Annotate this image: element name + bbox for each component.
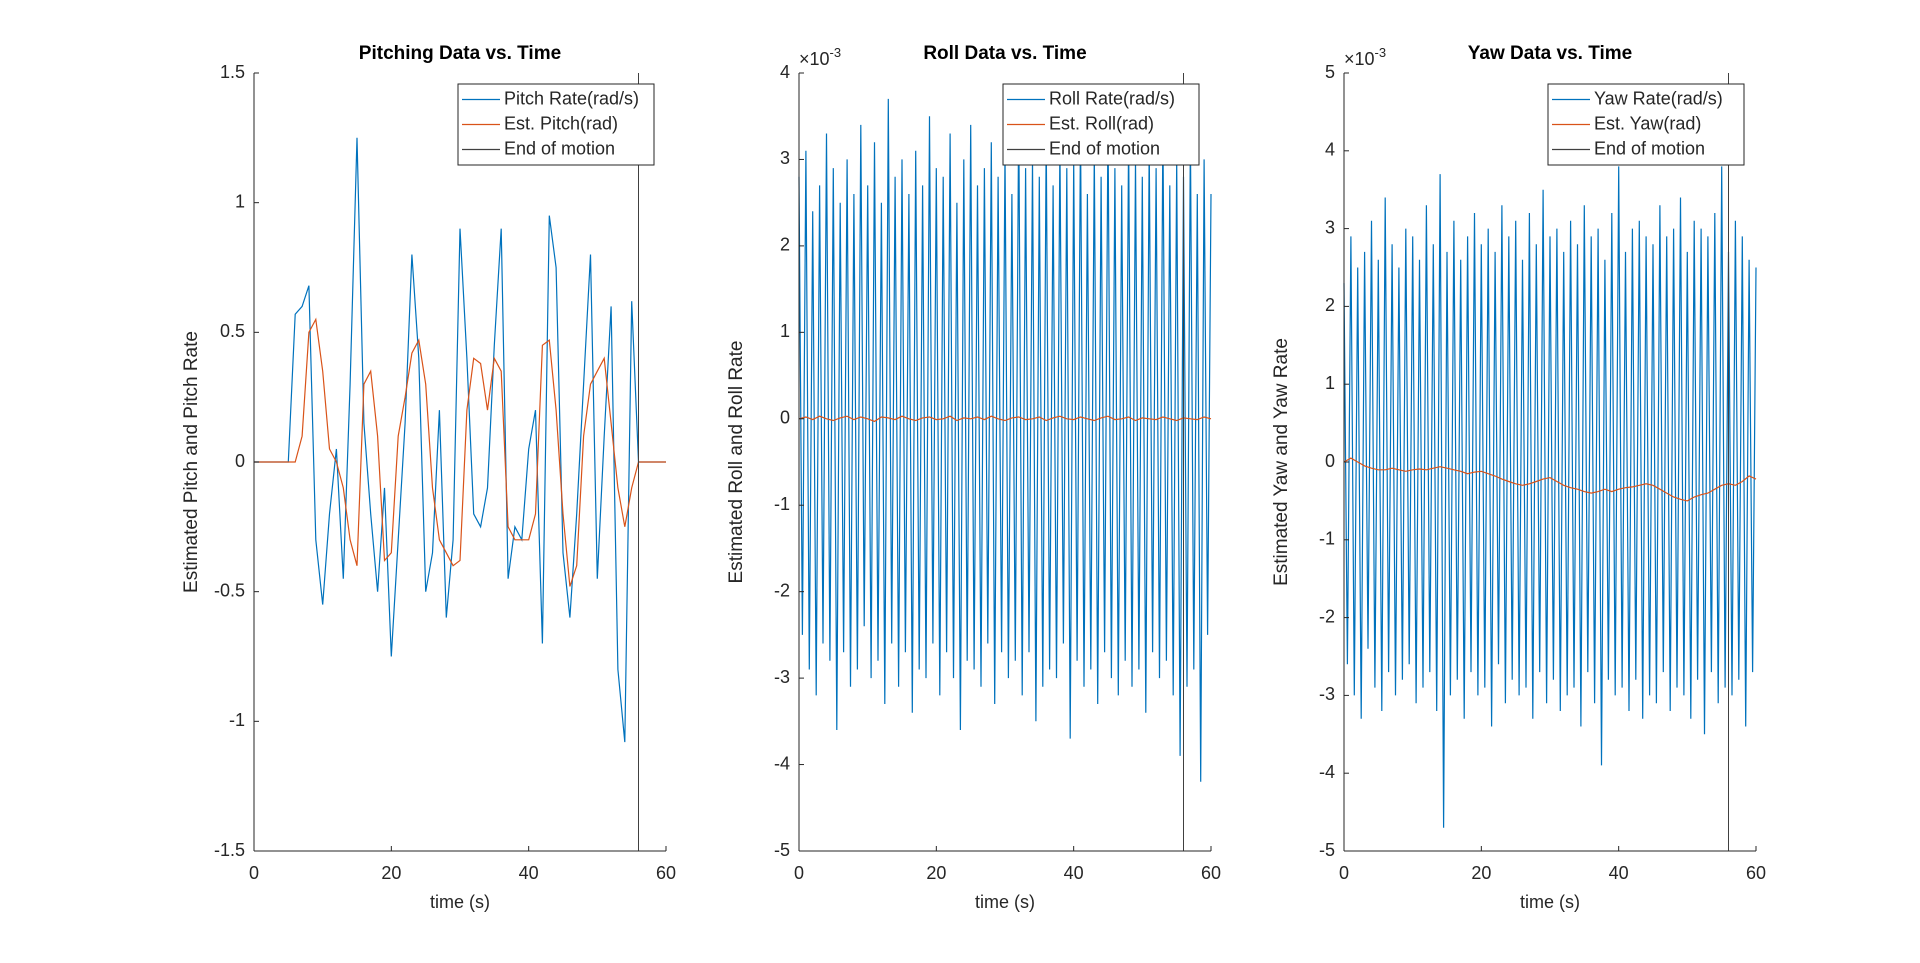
y-tick-label: -2 <box>1319 606 1335 626</box>
y-tick-label: -1 <box>229 710 245 730</box>
y-tick-label: -1 <box>774 494 790 514</box>
y-tick-label: -5 <box>774 840 790 860</box>
y-tick-label: 3 <box>780 148 790 168</box>
y-tick-label: -1 <box>1319 529 1335 549</box>
y-tick-label: 1 <box>780 321 790 341</box>
y-tick-label: 0 <box>780 408 790 428</box>
x-tick-label: 0 <box>1339 863 1349 883</box>
y-tick-label: 0 <box>235 451 245 471</box>
x-tick-label: 60 <box>1746 863 1766 883</box>
y-tick-label: 1.5 <box>220 62 245 82</box>
chart-title: Pitching Data vs. Time <box>359 43 561 64</box>
y-tick-label: 1 <box>1325 373 1335 393</box>
plot: -5 -4 -3 -2 -1 0 1 2 3 4 5 0 20 40 60 Yaw Data vs. Time… <box>1271 43 1766 912</box>
y-tick-label: 5 <box>1325 62 1335 82</box>
series-line <box>254 317 666 587</box>
y-tick-label: -3 <box>1319 684 1335 704</box>
y-tick-label: -3 <box>774 667 790 687</box>
chart-title: Roll Data vs. Time <box>923 43 1086 64</box>
legend-label: Pitch Rate(rad/s) <box>504 88 639 108</box>
series-line <box>1343 457 1757 502</box>
y-tick-label: -1.5 <box>214 840 245 860</box>
y-tick-label: -0.5 <box>214 580 245 600</box>
x-tick-label: 60 <box>1201 863 1221 883</box>
x-tick-label: 60 <box>656 863 676 883</box>
x-tick-label: 0 <box>794 863 804 883</box>
legend-label: Roll Rate(rad/s) <box>1049 88 1175 108</box>
y-tick-label: 3 <box>1325 217 1335 237</box>
exponent-base: ×10 <box>799 49 830 69</box>
y-tick-label: -4 <box>774 753 790 773</box>
y-tick-label: 0.5 <box>220 321 245 341</box>
y-axis-label: Estimated Roll and Roll Rate <box>726 341 747 584</box>
series-line <box>1343 166 1757 828</box>
series-line <box>798 98 1212 782</box>
exponent-label: ×10-3 <box>799 45 841 68</box>
x-tick-label: 40 <box>1609 863 1629 883</box>
legend-label: Yaw Rate(rad/s) <box>1594 88 1723 108</box>
y-tick-label: 2 <box>1325 295 1335 315</box>
x-axis-label: time (s) <box>430 892 490 912</box>
x-tick-label: 0 <box>249 863 259 883</box>
y-tick-label: -2 <box>774 580 790 600</box>
legend-label: End of motion <box>1049 138 1160 158</box>
y-tick-label: 2 <box>780 235 790 255</box>
x-tick-label: 20 <box>381 863 401 883</box>
exponent-power: -3 <box>830 45 842 60</box>
y-tick-label: -4 <box>1319 762 1335 782</box>
chart-title: Yaw Data vs. Time <box>1468 43 1632 64</box>
x-axis-label: time (s) <box>975 892 1035 912</box>
y-tick-label: 1 <box>235 191 245 211</box>
x-tick-label: 40 <box>1064 863 1084 883</box>
y-tick-label: -5 <box>1319 840 1335 860</box>
x-axis-label: time (s) <box>1520 892 1580 912</box>
x-tick-label: 20 <box>1471 863 1491 883</box>
y-tick-label: 4 <box>1325 140 1335 160</box>
x-tick-label: 40 <box>519 863 539 883</box>
legend-label: Est. Pitch(rad) <box>504 113 618 133</box>
y-axis-label: Estimated Pitch and Pitch Rate <box>181 331 202 593</box>
series-line <box>254 137 666 743</box>
series-line <box>798 415 1212 423</box>
y-tick-label: 0 <box>1325 451 1335 471</box>
legend-label: End of motion <box>504 138 615 158</box>
exponent-label: ×10-3 <box>1344 45 1386 68</box>
exponent-base: ×10 <box>1344 49 1375 69</box>
plot: -1.5 -1 -0.5 0 0.5 1 1.5 0 20 40 60 Pitching Data v… <box>181 43 676 912</box>
legend-label: Est. Yaw(rad) <box>1594 113 1701 133</box>
legend-label: Est. Roll(rad) <box>1049 113 1154 133</box>
y-tick-label: 4 <box>780 62 790 82</box>
exponent-power: -3 <box>1375 45 1387 60</box>
legend-label: End of motion <box>1594 138 1705 158</box>
x-tick-label: 20 <box>926 863 946 883</box>
y-axis-label: Estimated Yaw and Yaw Rate <box>1271 338 1292 586</box>
